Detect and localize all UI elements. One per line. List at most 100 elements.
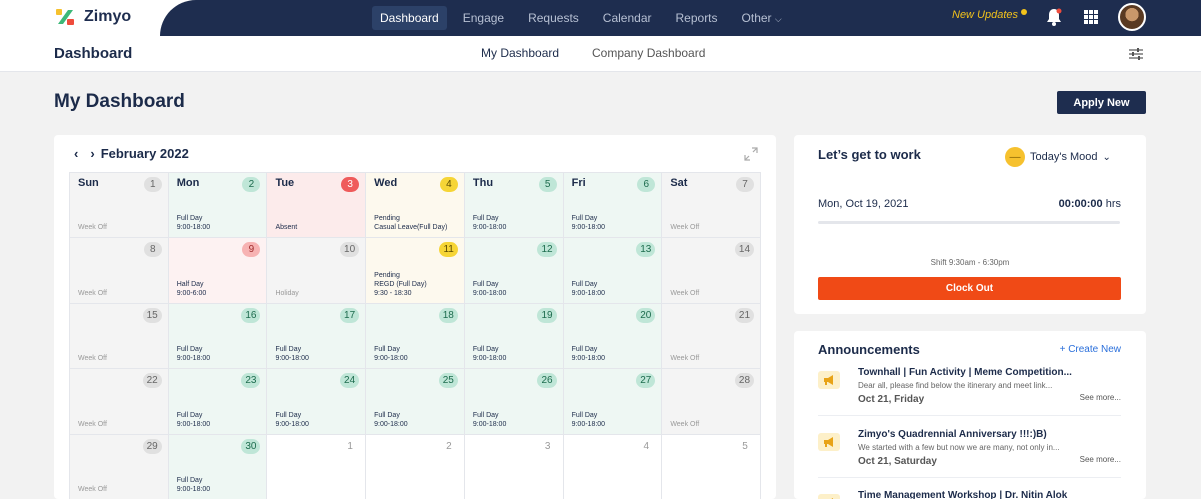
- divider: [818, 477, 1121, 478]
- announcement-title: Zimyo's Quadrennial Anniversary !!!:)B): [858, 429, 1047, 440]
- nav-reports[interactable]: Reports: [675, 11, 718, 25]
- calendar-day-cell[interactable]: 8 Week Off: [70, 238, 169, 304]
- calendar-day-cell[interactable]: 10 Holiday: [267, 238, 367, 304]
- calendar-day-cell[interactable]: 12 Full Day 9:00-18:00: [464, 238, 564, 304]
- mood-selector[interactable]: –– Today's Mood ⌄: [1005, 147, 1111, 167]
- nav-other[interactable]: Other ⌵: [734, 6, 790, 30]
- calendar-day-cell[interactable]: 23 Full Day 9:00-18:00: [168, 369, 268, 435]
- announcement-body: We started with a few but now we are man…: [858, 443, 1060, 452]
- calendar-month-label: February 2022: [100, 146, 189, 161]
- active-tab-indicator: [481, 33, 567, 35]
- app-name: Zimyo: [84, 8, 132, 25]
- date-badge: 3: [341, 177, 360, 192]
- day-status-text: Week Off: [670, 289, 700, 297]
- work-timer: 00:00:00 hrs: [1059, 198, 1121, 210]
- calendar-day-cell[interactable]: 22 Week Off: [70, 369, 169, 435]
- calendar-day-cell[interactable]: 9 Half Day 9:00-6:00: [168, 238, 268, 304]
- announcement-date: Oct 21, Friday: [858, 394, 925, 405]
- weekday-label: Fri: [571, 177, 586, 189]
- calendar-day-cell[interactable]: Tue 3 Absent: [267, 173, 367, 239]
- calendar-day-cell[interactable]: 26 Full Day 9:00-18:00: [464, 369, 564, 435]
- calendar-day-cell[interactable]: Wed 4 Pending Casual Leave(Full Day): [366, 173, 465, 239]
- date-badge: 23: [241, 373, 261, 389]
- nav-other-label: Other: [741, 11, 772, 25]
- divider: [818, 415, 1121, 416]
- day-status-text: Holiday: [275, 289, 299, 297]
- new-updates-link[interactable]: New Updates: [952, 9, 1019, 21]
- announcement-date: Oct 21, Saturday: [858, 456, 937, 467]
- date-badge: 16: [241, 307, 261, 323]
- day-status-text: Week Off: [670, 355, 700, 363]
- date-badge: 7: [736, 177, 755, 192]
- date-badge: 8: [143, 242, 162, 258]
- see-more-link[interactable]: See more...: [1079, 455, 1121, 464]
- megaphone-icon: [818, 433, 840, 451]
- day-status-text: Week Off: [78, 289, 107, 297]
- page-title: My Dashboard: [54, 91, 185, 112]
- calendar-day-cell[interactable]: Fri 6 Full Day 9:00-18:00: [563, 173, 663, 239]
- calendar-day-cell[interactable]: 24 Full Day 9:00-18:00: [267, 369, 367, 435]
- see-more-link[interactable]: See more...: [1079, 393, 1121, 402]
- calendar-day-cell[interactable]: Sat 7 Week Off: [662, 173, 762, 239]
- calendar-day-cell[interactable]: 28 Week Off: [662, 369, 762, 435]
- calendar-week-row: 29 Week Off 30 Full Day 9:00-18:00 1 2 3 4 5: [70, 434, 762, 499]
- calendar-day-cell[interactable]: Mon 2 Full Day 9:00-18:00: [168, 173, 268, 239]
- calendar-day-cell[interactable]: 17 Full Day 9:00-18:00: [267, 303, 367, 370]
- date-badge: 3: [544, 440, 551, 452]
- tab-my-dashboard[interactable]: My Dashboard: [481, 46, 560, 60]
- day-status-text: Full Day 9:00-18:00: [275, 346, 309, 363]
- calendar-day-cell[interactable]: 16 Full Day 9:00-18:00: [168, 303, 268, 370]
- date-badge: 21: [734, 307, 755, 323]
- megaphone-icon: [818, 371, 840, 389]
- section-title: Dashboard: [54, 45, 133, 62]
- calendar-day-cell[interactable]: Thu 5 Full Day 9:00-18:00: [464, 173, 564, 239]
- calendar-day-cell[interactable]: 19 Full Day 9:00-18:00: [464, 303, 564, 370]
- calendar-day-cell[interactable]: 3: [464, 434, 564, 499]
- calendar-day-cell[interactable]: 1: [267, 434, 367, 499]
- nav-calendar[interactable]: Calendar: [602, 11, 652, 25]
- calendar-day-cell[interactable]: 20 Full Day 9:00-18:00: [563, 303, 663, 370]
- day-status-text: Full Day 9:00-18:00: [472, 346, 507, 363]
- work-timer-value: 00:00:00: [1058, 198, 1103, 210]
- next-month-icon[interactable]: ›: [90, 146, 95, 161]
- prev-month-icon[interactable]: ‹: [74, 146, 79, 161]
- calendar-day-cell[interactable]: 29 Week Off: [70, 434, 169, 499]
- announcement-body: Dear all, please find below the itinerar…: [858, 381, 1053, 390]
- logo[interactable]: Zimyo: [54, 6, 131, 28]
- nav-bar-background: [160, 0, 1201, 36]
- nav-requests[interactable]: Requests: [528, 11, 579, 25]
- date-badge: 22: [142, 373, 162, 389]
- apply-new-button[interactable]: Apply New: [1057, 91, 1146, 114]
- expand-icon[interactable]: [744, 147, 758, 161]
- calendar-day-cell[interactable]: 11 Pending REGD (Full Day) 9:30 - 18:30: [366, 238, 465, 304]
- calendar-day-cell[interactable]: 21 Week Off: [662, 303, 762, 370]
- day-status-text: Pending REGD (Full Day) 9:30 - 18:30: [374, 271, 427, 297]
- filter-settings-icon[interactable]: [1128, 47, 1144, 61]
- work-date: Mon, Oct 19, 2021: [818, 198, 909, 210]
- calendar-day-cell[interactable]: 25 Full Day 9:00-18:00: [366, 369, 465, 435]
- weekday-label: Wed: [374, 177, 398, 189]
- clock-out-button[interactable]: Clock Out: [818, 277, 1121, 300]
- calendar-day-cell[interactable]: 5: [662, 434, 762, 499]
- avatar[interactable]: [1118, 3, 1146, 31]
- tab-company-dashboard[interactable]: Company Dashboard: [592, 46, 706, 60]
- calendar-day-cell[interactable]: 27 Full Day 9:00-18:00: [563, 369, 663, 435]
- nav-engage[interactable]: Engage: [462, 11, 505, 25]
- calendar-week-row: 8 Week Off 9 Half Day 9:00-6:00 10 Holiday 11 P…: [70, 238, 762, 304]
- calendar-day-cell[interactable]: Sun 1 Week Off: [70, 173, 169, 239]
- date-badge: 13: [636, 242, 656, 258]
- date-badge: 6: [637, 177, 656, 192]
- apps-grid-icon[interactable]: [1084, 10, 1098, 24]
- calendar-day-cell[interactable]: 13 Full Day 9:00-18:00: [563, 238, 663, 304]
- create-new-link[interactable]: + Create New: [1059, 344, 1121, 355]
- calendar-day-cell[interactable]: 18 Full Day 9:00-18:00: [366, 303, 465, 370]
- calendar-day-cell[interactable]: 14 Week Off: [662, 238, 762, 304]
- calendar-day-cell[interactable]: 30 Full Day 9:00-18:00: [168, 434, 268, 499]
- calendar-day-cell[interactable]: 4: [563, 434, 663, 499]
- calendar-day-cell[interactable]: 2: [366, 434, 465, 499]
- bell-icon[interactable]: [1046, 8, 1062, 26]
- calendar-day-cell[interactable]: 15 Week Off: [70, 303, 169, 370]
- weekday-label: Mon: [176, 177, 200, 189]
- nav-dashboard[interactable]: Dashboard: [372, 6, 447, 30]
- day-status-text: Full Day 9:00-18:00: [472, 280, 507, 297]
